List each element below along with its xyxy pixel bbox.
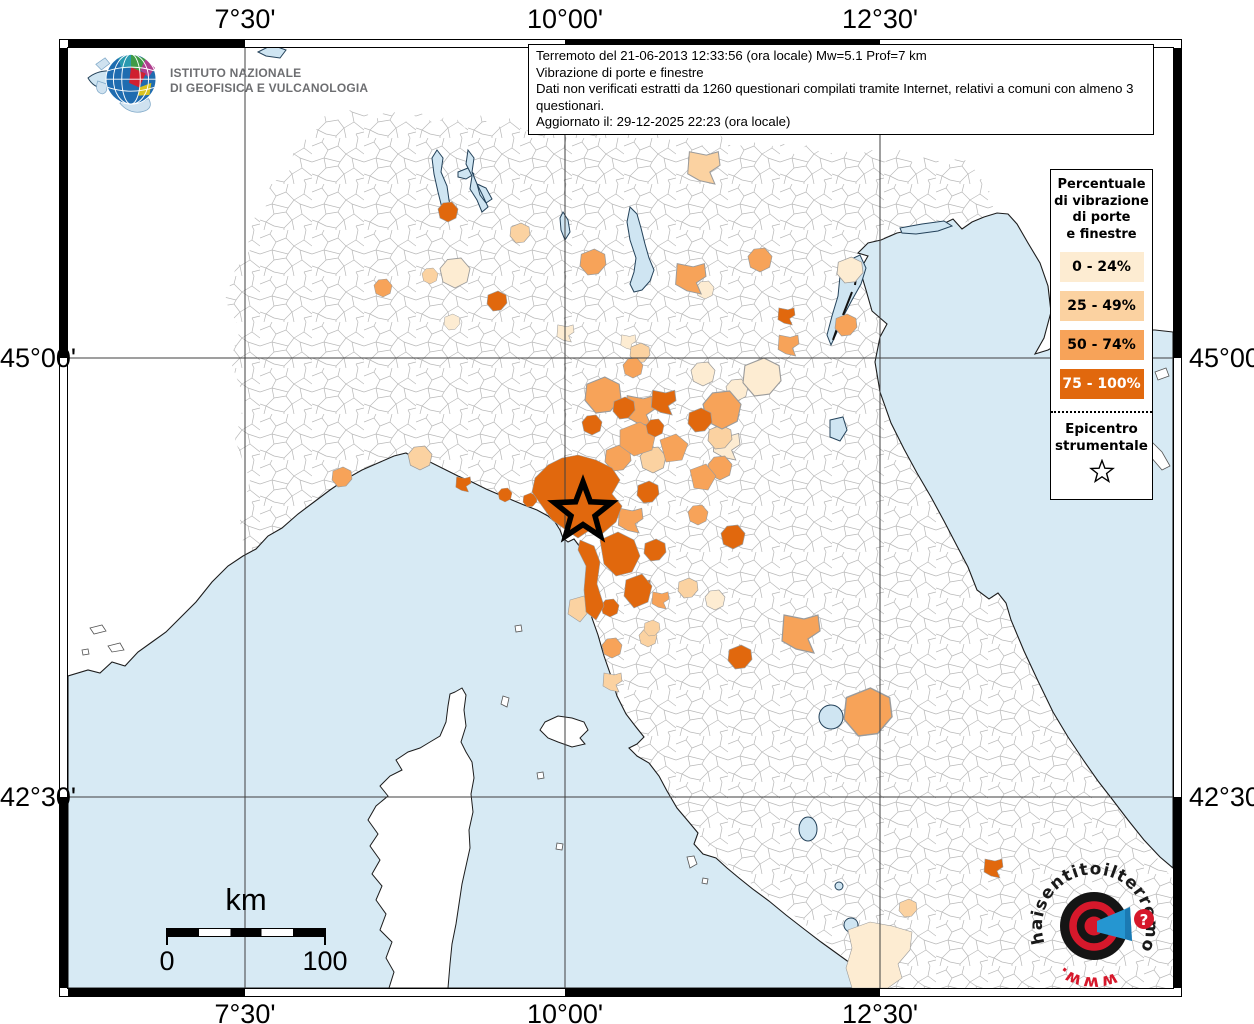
montecristo-island xyxy=(555,842,564,851)
info-line-event: Terremoto del 21-06-2013 12:33:56 (ora l… xyxy=(536,48,927,63)
question-badge xyxy=(1134,909,1154,929)
legend-divider xyxy=(1051,411,1152,413)
info-line-question: Vibrazione di porte e finestre xyxy=(536,64,704,80)
haisentitoilterremoto-watermark: haisentitoilterremoto.it www. ? xyxy=(1027,859,1161,993)
frame-segment xyxy=(68,40,245,48)
lake-vico xyxy=(834,881,844,891)
lake-como xyxy=(465,148,493,213)
earthquake-info-box: Terremoto del 21-06-2013 12:33:56 (ora l… xyxy=(528,44,1154,135)
info-line-updated: Aggiornato il: 29-12-2025 22:23 (ora loc… xyxy=(536,114,791,130)
axis-left-lat-2: 42°30' xyxy=(0,782,77,812)
map-frame-inner xyxy=(67,47,1174,989)
axis-top-lon-2: 10°00' xyxy=(526,4,604,34)
legend-swatch-25-49: 25 - 49% xyxy=(1059,291,1144,321)
map-canvas xyxy=(68,48,1173,988)
map-frame-outer xyxy=(59,39,1182,997)
lake-bolsena xyxy=(798,816,818,842)
legend-title: Percentuale di vibrazione di porte e fin… xyxy=(1054,177,1149,242)
municipalities-0-24 xyxy=(439,256,913,988)
legend-swatch-75-100: 75 - 100% xyxy=(1059,369,1144,399)
corsica-island xyxy=(367,687,475,988)
scalebar-min: 0 xyxy=(159,946,175,976)
ingv-logo: ISTITUTO NAZIONALE DI GEOFISICA E VULCAN… xyxy=(94,42,424,122)
frame-segment xyxy=(565,988,880,996)
municipality-texture xyxy=(225,105,1173,988)
frame-segment xyxy=(60,797,68,988)
ingv-institute-name: ISTITUTO NAZIONALE DI GEOFISICA E VULCAN… xyxy=(170,66,369,95)
megaphone-shade xyxy=(1125,907,1132,941)
capraia-island xyxy=(500,695,510,708)
french-islets xyxy=(81,624,125,656)
legend-swatch-0-24: 0 - 24% xyxy=(1059,252,1144,282)
axis-top-lon-3: 12°30' xyxy=(841,4,919,34)
axis-bottom-lon-3: 12°30' xyxy=(841,999,919,1024)
pianosa-island xyxy=(536,771,545,780)
megaphone-icon xyxy=(1097,907,1132,941)
svg-text:www.: www. xyxy=(1053,962,1119,993)
scalebar-tick xyxy=(166,928,168,945)
giglio-island xyxy=(686,855,698,869)
scalebar-max: 100 xyxy=(302,946,348,976)
tyrrhenian-sea xyxy=(68,452,890,988)
graticule-lines xyxy=(68,48,1173,988)
frame-segment xyxy=(1173,797,1181,988)
scalebar-tick xyxy=(324,928,326,945)
info-line-source: Dati non verificati estratti da 1260 que… xyxy=(536,81,1134,113)
axis-bottom-lon-2: 10°00' xyxy=(526,999,604,1024)
question-mark: ? xyxy=(1140,911,1149,929)
axis-right-lat-2: 42°30' xyxy=(1189,782,1254,812)
frame-segment xyxy=(68,988,245,996)
star-icon xyxy=(1088,458,1115,484)
epicenter-star-icon xyxy=(547,474,619,543)
grado-lagoon xyxy=(899,220,954,235)
ingv-globe-icon xyxy=(95,53,157,113)
axis-left-lat-1: 45°00' xyxy=(0,343,77,373)
lake-trasimeno xyxy=(818,704,844,730)
scalebar xyxy=(167,928,325,937)
frame-segment xyxy=(1173,48,1181,358)
comacchio-lagoon xyxy=(829,416,848,442)
lake-neuchatel xyxy=(256,48,287,59)
giannutri-island xyxy=(701,877,709,885)
municipalities-25-49 xyxy=(407,150,918,918)
elba-island xyxy=(539,715,589,748)
scalebar-unit-label: km xyxy=(225,882,267,917)
axis-right-lat-1: 45°00' xyxy=(1189,343,1254,373)
legend: Percentuale di vibrazione di porte e fin… xyxy=(1050,169,1153,500)
legend-swatch-50-74: 50 - 74% xyxy=(1059,330,1144,360)
frame-segment xyxy=(60,48,68,358)
gorgona-island xyxy=(514,624,523,633)
axis-top-lon-1: 7°30' xyxy=(214,4,276,34)
legend-epicenter-label: Epicentro strumentale xyxy=(1055,421,1148,454)
lake-garda xyxy=(626,205,655,293)
axis-bottom-lon-1: 7°30' xyxy=(214,999,276,1024)
